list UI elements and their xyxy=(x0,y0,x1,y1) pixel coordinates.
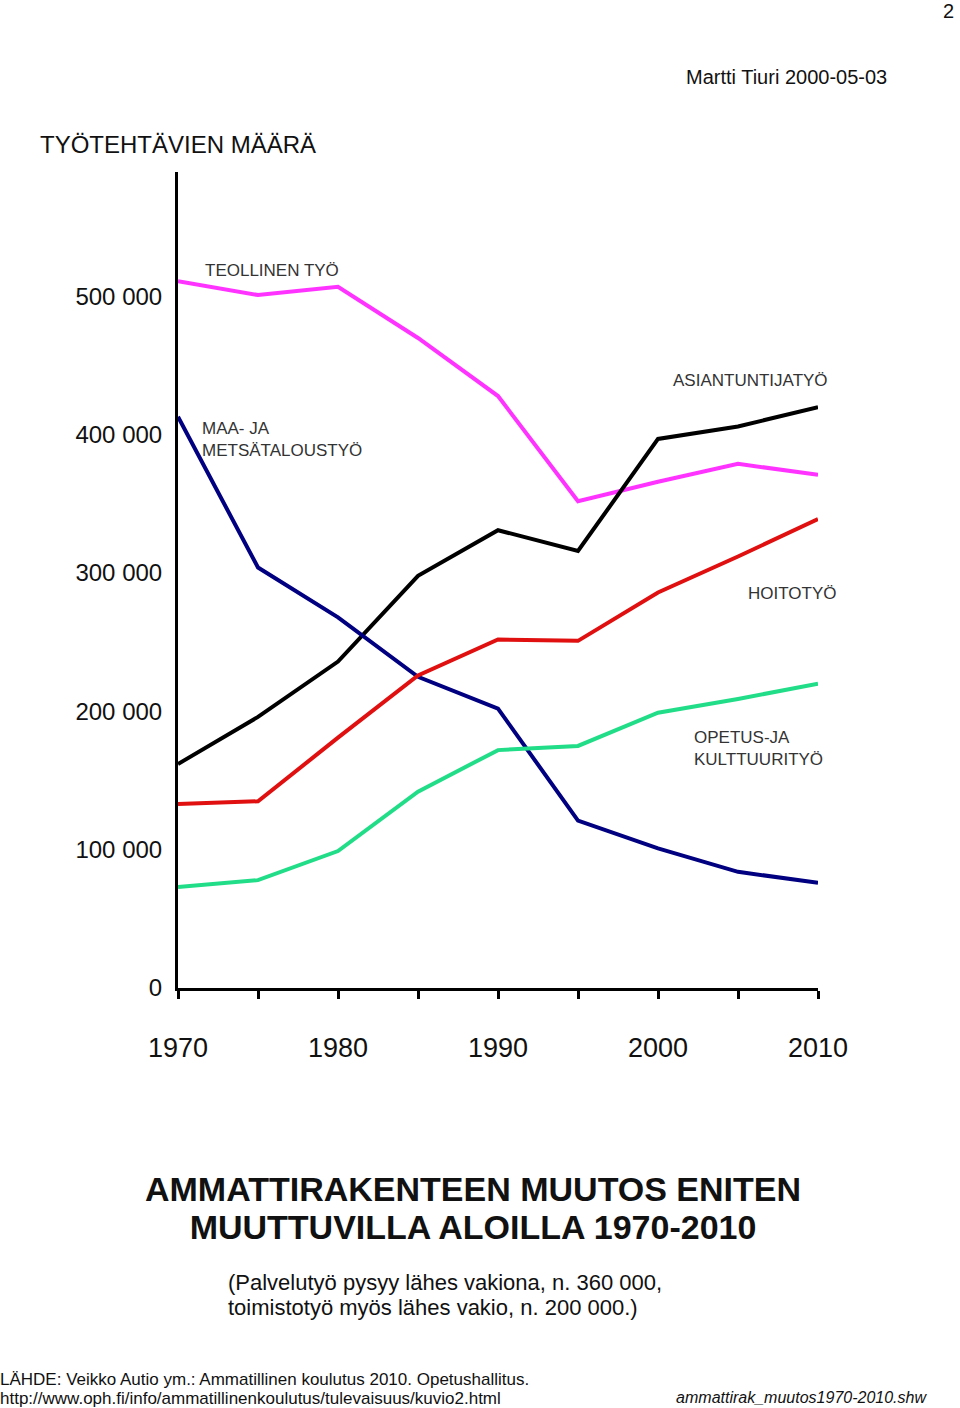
html-text:MUUTTUVILLA ALOILLA 1970-2010: MUUTTUVILLA ALOILLA 1970-2010 xyxy=(189,1208,757,1246)
html-text:Martti Tiuri 2000-05-03: Martti Tiuri 2000-05-03 xyxy=(686,66,888,88)
html-text:LÄHDE: Veikko Autio ym.: Ammat: LÄHDE: Veikko Autio ym.: Ammatillinen ko… xyxy=(0,1370,530,1389)
html-text:ammattirak_muutos1970-2010.shw: ammattirak_muutos1970-2010.shw xyxy=(676,1389,926,1406)
html-text:(Palvelutyö pysyy lähes vakion: (Palvelutyö pysyy lähes vakiona, n. 360 … xyxy=(228,1270,663,1295)
svg-text:1970: 1970 xyxy=(148,1033,208,1063)
svg-text:TYÖTEHTÄVIEN MÄÄRÄ: TYÖTEHTÄVIEN MÄÄRÄ xyxy=(40,131,316,158)
svg-text:400 000: 400 000 xyxy=(75,421,162,448)
html-text:2: 2 xyxy=(942,0,954,22)
svg-text:TEOLLINEN TYÖ: TEOLLINEN TYÖ xyxy=(205,261,339,280)
html-text:http://www.oph.fi/info/ammatil: http://www.oph.fi/info/ammatillinenkoulu… xyxy=(0,1389,501,1408)
svg-text:2010: 2010 xyxy=(788,1033,848,1063)
svg-text:1990: 1990 xyxy=(468,1033,528,1063)
html-text:toimistotyö myös lähes vakio,: toimistotyö myös lähes vakio, n. 200 000… xyxy=(228,1295,638,1320)
svg-text:2000: 2000 xyxy=(628,1033,688,1063)
svg-text:300 000: 300 000 xyxy=(75,559,162,586)
svg-text:1980: 1980 xyxy=(308,1033,368,1063)
html-text:AMMATTIRAKENTEEN MUUTOS ENITEN: AMMATTIRAKENTEEN MUUTOS ENITEN xyxy=(145,1170,801,1208)
svg-text:MAA- JAMETSÄTALOUSTYÖ: MAA- JAMETSÄTALOUSTYÖ xyxy=(202,419,362,460)
svg-text:500 000: 500 000 xyxy=(75,283,162,310)
svg-text:HOITOTYÖ: HOITOTYÖ xyxy=(748,584,836,603)
svg-text:200 000: 200 000 xyxy=(75,698,162,725)
svg-text:100 000: 100 000 xyxy=(75,836,162,863)
svg-text:ASIANTUNTIJATYÖ: ASIANTUNTIJATYÖ xyxy=(673,371,828,390)
svg-text:0: 0 xyxy=(149,974,162,1001)
svg-text:OPETUS-JAKULTTUURITYÖ: OPETUS-JAKULTTUURITYÖ xyxy=(694,728,823,769)
